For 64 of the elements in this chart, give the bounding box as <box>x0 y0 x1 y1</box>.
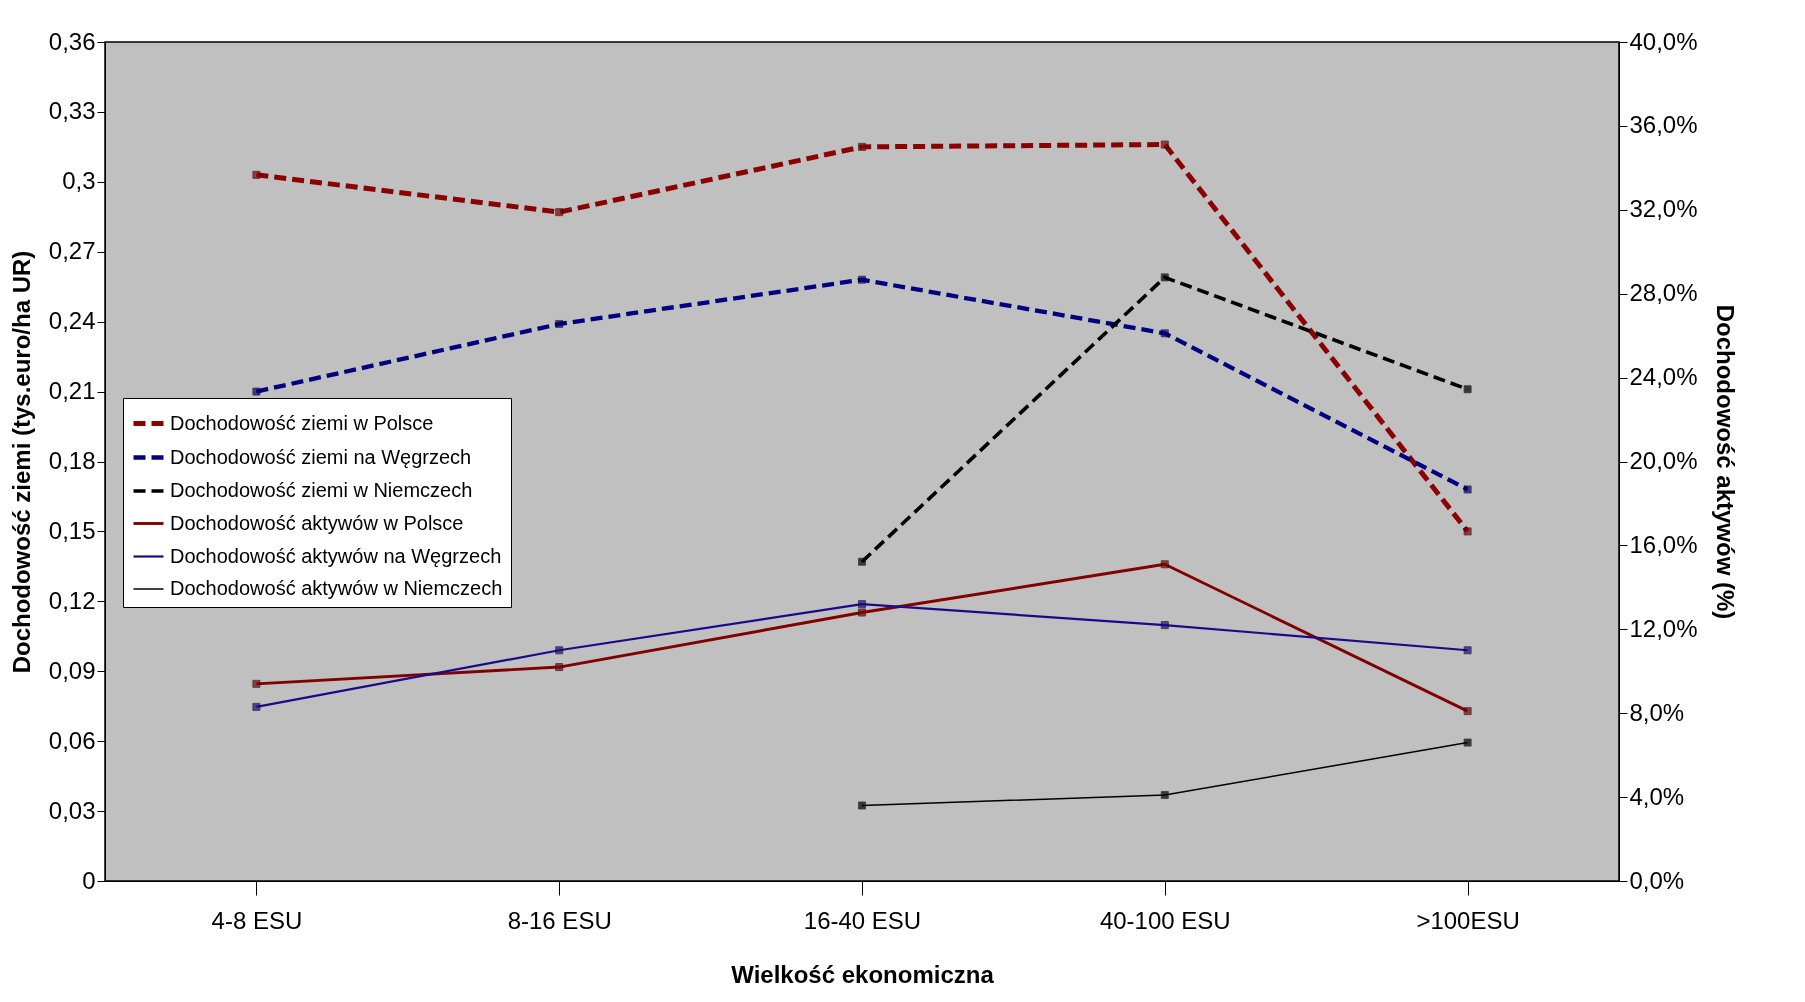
x-tick-label: 16-40 ESU <box>803 906 922 934</box>
point <box>1463 527 1472 536</box>
point <box>252 679 261 688</box>
point <box>1463 385 1472 394</box>
legend-label: Dochodowość ziemi w Niemczech <box>170 479 473 501</box>
point <box>252 387 261 396</box>
y2-tick-label: 12,0% <box>1629 614 1698 642</box>
point <box>1463 646 1472 655</box>
point <box>858 600 866 609</box>
point <box>1160 140 1169 149</box>
point <box>858 275 866 284</box>
y-tick-label: 0,15 <box>48 516 96 544</box>
y-tick-label: 0,21 <box>48 377 96 405</box>
point <box>858 608 866 617</box>
point <box>1160 273 1169 282</box>
y2-tick-label: 16,0% <box>1629 530 1698 558</box>
legend-label: Dochodowość aktywów na Węgrzech <box>170 544 502 567</box>
point <box>1463 707 1472 716</box>
x-tick-label: 40-100 ESU <box>1099 906 1231 934</box>
legend-label: Dochodowość ziemi na Węgrzech <box>170 445 472 468</box>
y-tick-label: 0,27 <box>48 237 96 265</box>
x-axis-title: Wielkość ekonomiczna <box>731 960 995 988</box>
y-tick-label: 0,09 <box>48 656 96 684</box>
y2-tick-label: 0,0% <box>1629 866 1685 894</box>
point <box>858 801 866 810</box>
legend-label: Dochodowość aktywów w Niemczech <box>170 577 503 599</box>
point <box>1463 738 1472 747</box>
legend-label: Dochodowość aktywów w Polsce <box>170 511 464 534</box>
point <box>1160 560 1169 569</box>
x-tick-label: 4-8 ESU <box>211 906 303 934</box>
y-axis-title: Dochodowość ziemi (tys.euro/ha UR) <box>7 250 35 674</box>
point <box>555 320 564 328</box>
y2-tick-label: 24,0% <box>1629 363 1698 391</box>
point <box>252 702 261 711</box>
point <box>1160 621 1169 630</box>
y2-tick-label: 20,0% <box>1629 447 1698 474</box>
y-tick-label: 0,03 <box>48 796 96 824</box>
y-tick-label: 0 <box>82 866 96 894</box>
y2-tick-label: 40,0% <box>1629 27 1698 55</box>
point <box>555 646 564 655</box>
point <box>555 208 564 217</box>
y-tick-label: 0,12 <box>48 586 96 614</box>
point <box>252 170 261 179</box>
y2-axis-title: Dochodowość aktywów (%) <box>1711 304 1739 620</box>
y2-tick-label: 8,0% <box>1629 698 1685 726</box>
y2-tick-label: 4,0% <box>1629 782 1685 810</box>
y-tick-label: 0,3 <box>62 167 96 195</box>
point <box>858 142 866 151</box>
y-tick-label: 0,24 <box>48 307 96 335</box>
legend-label: Dochodowość ziemi w Polsce <box>170 411 434 434</box>
y-tick-label: 0,18 <box>48 447 96 474</box>
point <box>858 557 866 566</box>
point <box>555 663 564 671</box>
point <box>1160 791 1169 799</box>
point <box>1463 485 1472 494</box>
point <box>1160 329 1169 338</box>
y-tick-label: 0,33 <box>48 97 96 125</box>
y-tick-label: 0,36 <box>48 27 96 55</box>
x-tick-label: >100ESU <box>1416 906 1520 934</box>
x-tick-label: 8-16 ESU <box>507 906 612 934</box>
y2-tick-label: 36,0% <box>1629 111 1698 139</box>
y-tick-label: 0,06 <box>48 726 96 754</box>
y2-tick-label: 28,0% <box>1629 279 1698 307</box>
y2-tick-label: 32,0% <box>1629 195 1698 223</box>
